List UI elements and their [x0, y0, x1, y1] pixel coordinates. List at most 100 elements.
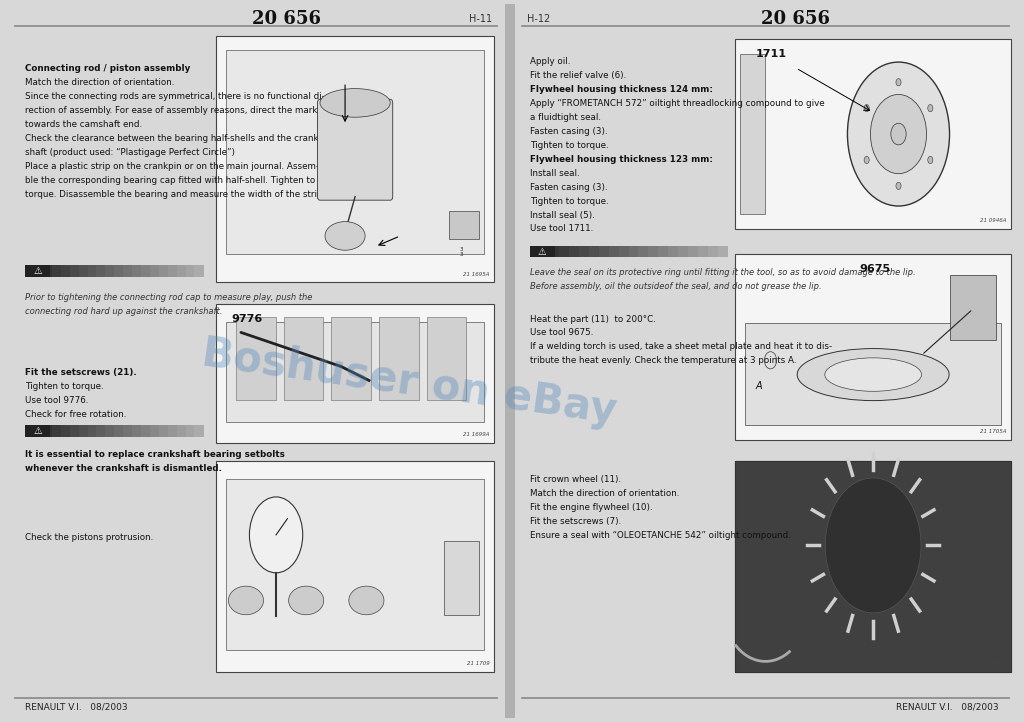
Bar: [629, 246, 639, 257]
Bar: [950, 275, 996, 339]
Bar: [87, 265, 97, 277]
Bar: [60, 265, 71, 277]
Text: Connecting rod / piston assembly: Connecting rod / piston assembly: [26, 64, 190, 74]
Bar: [609, 246, 620, 257]
Bar: [678, 246, 688, 257]
Bar: [168, 265, 177, 277]
Text: rection of assembly. For ease of assembly reasons, direct the marks: rection of assembly. For ease of assembl…: [26, 106, 323, 116]
Bar: [735, 39, 1012, 229]
Text: If a welding torch is used, take a sheet metal plate and heat it to dis-: If a welding torch is used, take a sheet…: [529, 342, 831, 352]
Bar: [185, 265, 195, 277]
Text: Place a plastic strip on the crankpin or on the main journal. Assem-: Place a plastic strip on the crankpin or…: [26, 162, 319, 171]
Text: 21 1705A: 21 1705A: [980, 429, 1007, 434]
Bar: [176, 425, 186, 437]
Text: Fasten casing (3).: Fasten casing (3).: [529, 183, 607, 191]
Bar: [427, 317, 466, 400]
Text: 20 656: 20 656: [252, 9, 321, 27]
Circle shape: [825, 478, 921, 613]
Text: Check the pistons protrusion.: Check the pistons protrusion.: [26, 533, 154, 542]
Bar: [618, 246, 629, 257]
Text: 9675: 9675: [859, 264, 891, 274]
Text: Tighten to torque.: Tighten to torque.: [529, 196, 608, 206]
Bar: [141, 425, 151, 437]
Bar: [559, 246, 569, 257]
Text: Since the connecting rods are symmetrical, there is no functional di-: Since the connecting rods are symmetrica…: [26, 92, 325, 101]
Text: a fluidtight seal.: a fluidtight seal.: [529, 113, 601, 122]
Text: shaft (product used: “Plastigage Perfect Circle”): shaft (product used: “Plastigage Perfect…: [26, 148, 236, 157]
Bar: [529, 246, 540, 257]
Text: Prior to tightening the connecting rod cap to measure play, push the: Prior to tightening the connecting rod c…: [26, 293, 312, 302]
Text: Match the direction of orientation.: Match the direction of orientation.: [26, 78, 174, 87]
Text: Tighten to torque.: Tighten to torque.: [26, 382, 103, 391]
Text: 21 1699A: 21 1699A: [463, 432, 489, 438]
Text: It is essential to replace crankshaft bearing setbolts: It is essential to replace crankshaft be…: [26, 451, 285, 459]
Text: 21 0946A: 21 0946A: [980, 218, 1007, 223]
Text: towards the camshaft end.: towards the camshaft end.: [26, 120, 142, 129]
Bar: [159, 425, 168, 437]
Bar: [216, 304, 495, 443]
Bar: [668, 246, 679, 257]
Bar: [216, 461, 495, 672]
Bar: [79, 265, 88, 277]
Bar: [60, 425, 71, 437]
Text: Flywheel housing thickness 123 mm:: Flywheel housing thickness 123 mm:: [529, 155, 713, 164]
Circle shape: [864, 105, 869, 112]
Bar: [226, 322, 484, 422]
Text: Fit the setscrews (21).: Fit the setscrews (21).: [26, 368, 137, 377]
Bar: [284, 317, 324, 400]
Text: Apply oil.: Apply oil.: [529, 57, 570, 66]
Text: Heat the part (11)  to 200°C.: Heat the part (11) to 200°C.: [529, 315, 655, 323]
Bar: [115, 425, 124, 437]
Text: RENAULT V.I.   08/2003: RENAULT V.I. 08/2003: [896, 703, 998, 711]
Bar: [79, 425, 88, 437]
Bar: [176, 265, 186, 277]
Text: ⚠: ⚠: [34, 426, 42, 436]
Circle shape: [928, 105, 933, 112]
Bar: [96, 425, 105, 437]
Bar: [26, 425, 35, 437]
Text: ⚠: ⚠: [538, 247, 547, 256]
Bar: [123, 425, 132, 437]
Text: 3
3: 3 3: [460, 247, 464, 258]
Bar: [141, 265, 151, 277]
Text: Match the direction of orientation.: Match the direction of orientation.: [529, 490, 679, 498]
Bar: [718, 246, 728, 257]
Bar: [70, 265, 79, 277]
Circle shape: [870, 95, 927, 174]
Ellipse shape: [349, 586, 384, 614]
Bar: [26, 265, 35, 277]
Bar: [589, 246, 599, 257]
Text: RENAULT V.I.   08/2003: RENAULT V.I. 08/2003: [26, 703, 128, 711]
Bar: [236, 317, 275, 400]
Text: Ensure a seal with “OLEOETANCHE 542” oiltight compound.: Ensure a seal with “OLEOETANCHE 542” oil…: [529, 531, 791, 540]
Bar: [132, 425, 141, 437]
Bar: [688, 246, 698, 257]
Text: Fit crown wheel (11).: Fit crown wheel (11).: [529, 475, 621, 484]
Text: H-12: H-12: [527, 14, 551, 24]
Text: Flywheel housing thickness 124 mm:: Flywheel housing thickness 124 mm:: [529, 85, 713, 94]
Bar: [529, 246, 555, 257]
Bar: [735, 461, 1012, 672]
Bar: [87, 425, 97, 437]
Bar: [740, 53, 766, 214]
Bar: [450, 211, 479, 240]
Bar: [658, 246, 669, 257]
Bar: [26, 425, 50, 437]
Bar: [195, 265, 204, 277]
Text: Tighten to torque.: Tighten to torque.: [529, 141, 608, 150]
Circle shape: [250, 497, 303, 573]
Ellipse shape: [797, 349, 949, 401]
Text: Fit the relief valve (6).: Fit the relief valve (6).: [529, 71, 626, 80]
Bar: [550, 246, 560, 257]
Text: A: A: [756, 381, 762, 391]
Circle shape: [848, 62, 949, 206]
FancyBboxPatch shape: [317, 100, 393, 200]
Bar: [26, 265, 50, 277]
Bar: [708, 246, 718, 257]
Text: Boshuser on eBay: Boshuser on eBay: [200, 333, 620, 432]
Bar: [569, 246, 580, 257]
Bar: [43, 265, 52, 277]
Ellipse shape: [824, 358, 922, 391]
Bar: [43, 425, 52, 437]
Text: 20 656: 20 656: [762, 9, 830, 27]
